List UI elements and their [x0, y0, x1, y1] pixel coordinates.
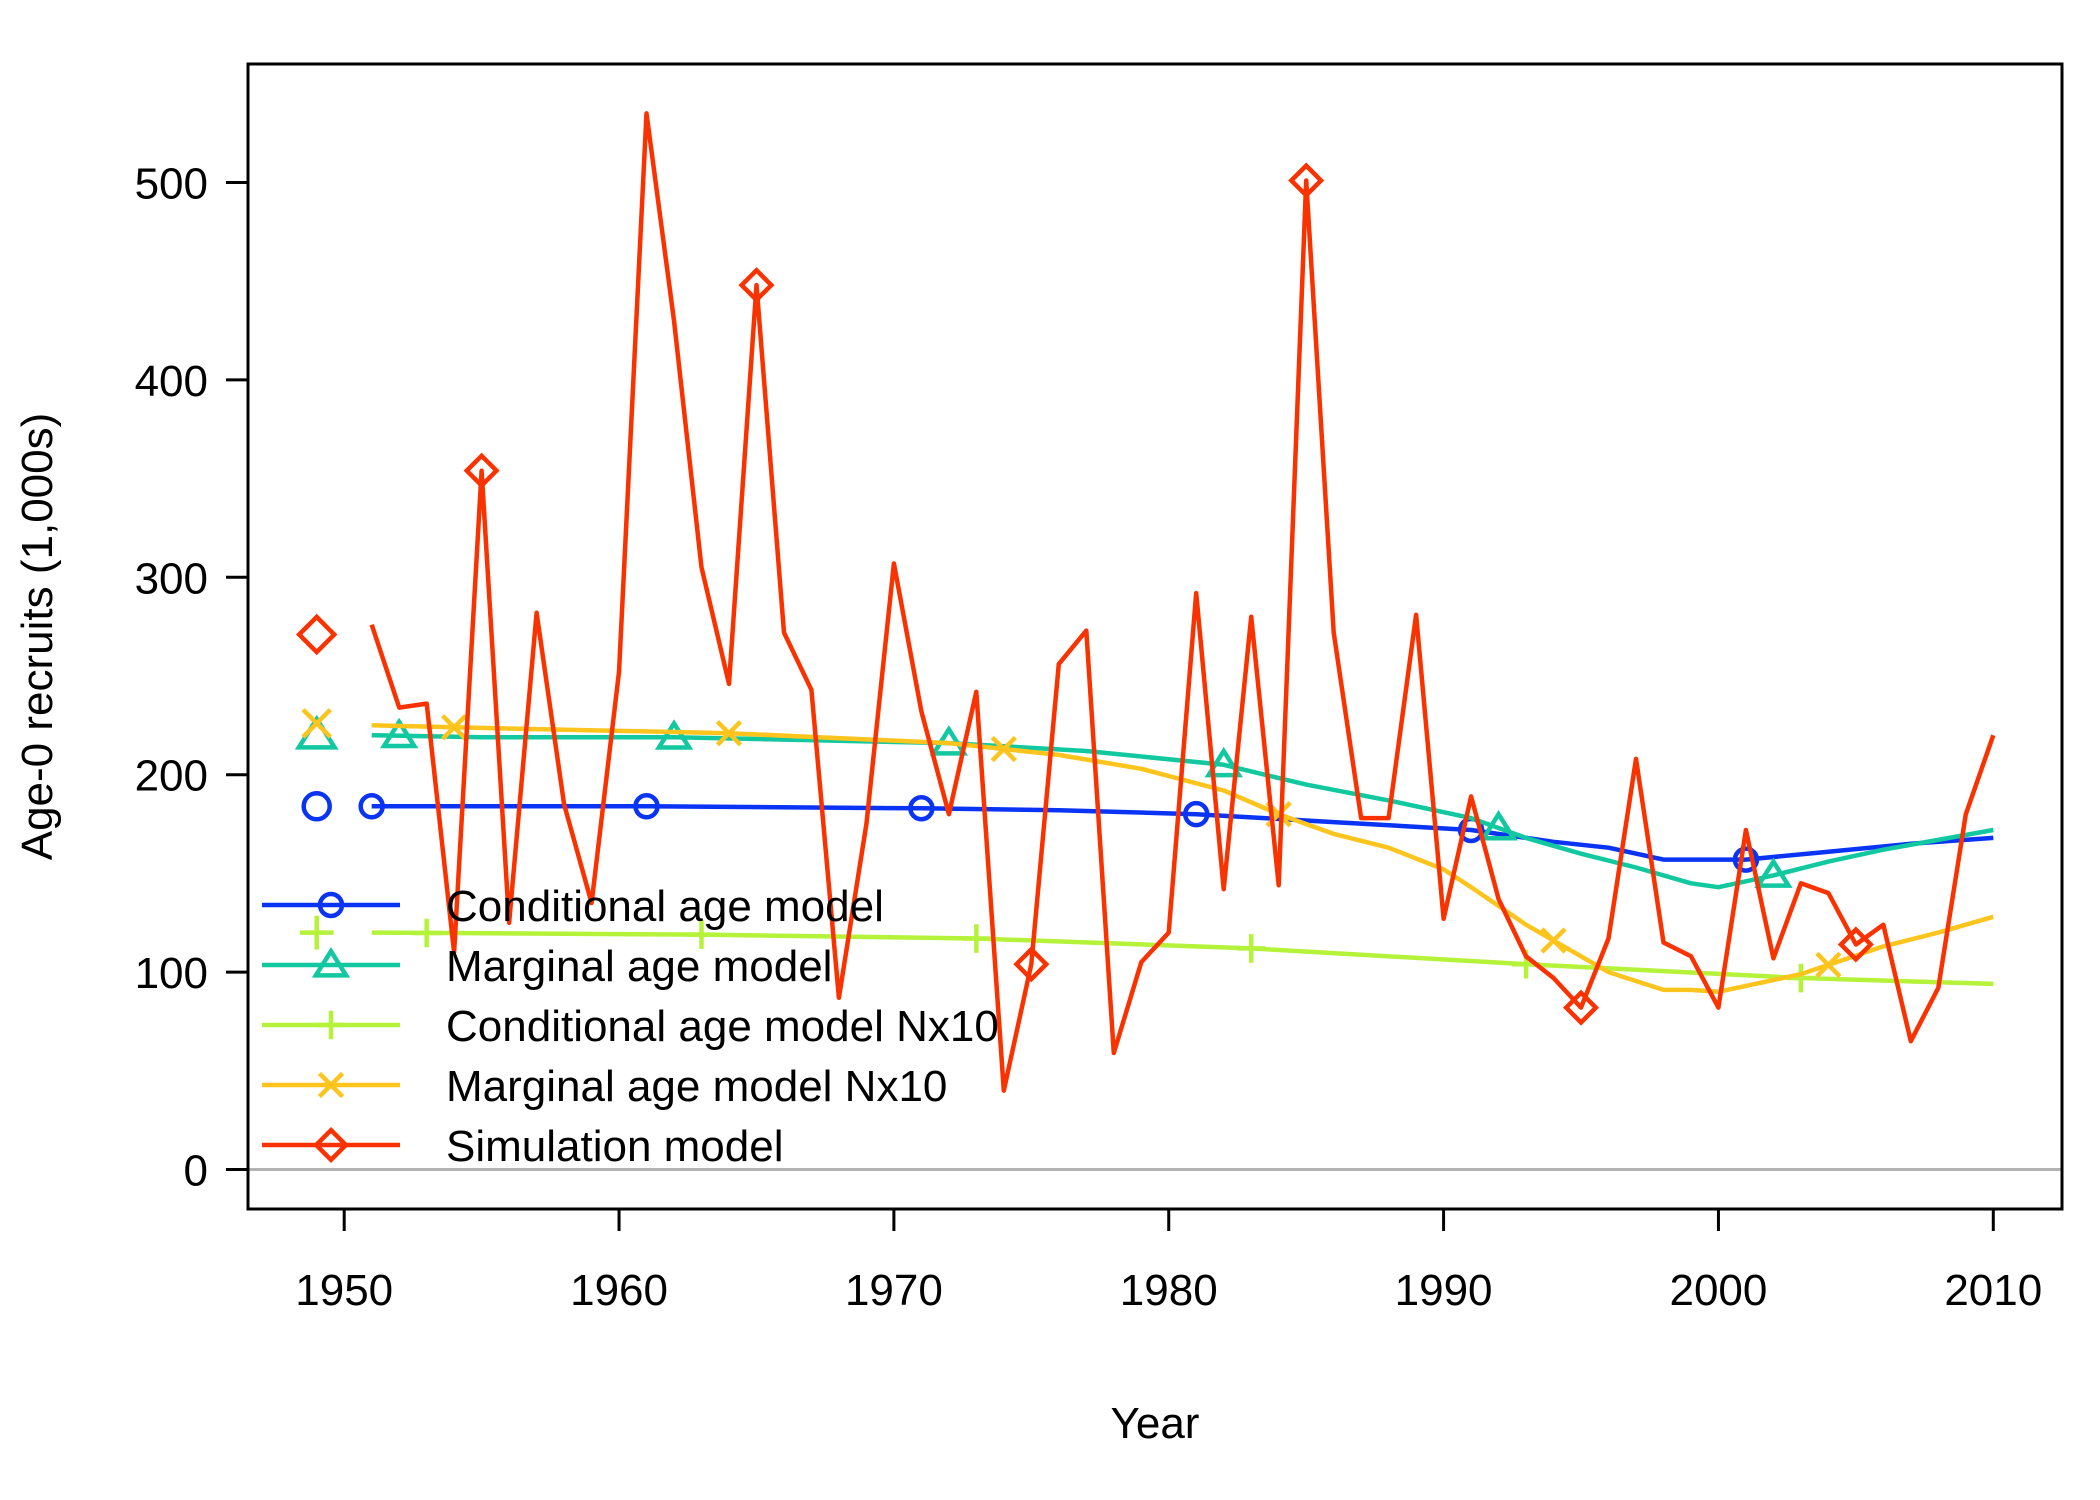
series-point	[715, 720, 743, 747]
y-tick-label: 500	[135, 159, 208, 208]
legend-item: Marginal age model Nx10	[262, 1062, 947, 1111]
legend-item: Simulation model	[262, 1122, 784, 1171]
legend-label: Conditional age model	[446, 882, 884, 931]
series-point	[1732, 846, 1760, 873]
x-axis-title: Year	[1111, 1399, 1200, 1448]
series-point	[1204, 746, 1243, 778]
legend-label: Marginal age model Nx10	[446, 1062, 947, 1111]
series-point	[412, 918, 441, 948]
y-tick-label: 100	[135, 949, 208, 998]
legend-label: Conditional age model Nx10	[446, 1002, 999, 1051]
series-point	[463, 452, 500, 489]
legend-marker	[312, 1126, 350, 1164]
series-point	[358, 793, 385, 820]
legend-marker	[317, 1071, 345, 1099]
series-point	[1562, 989, 1600, 1026]
series-point	[633, 793, 660, 820]
series-point	[1754, 857, 1793, 888]
y-axis-title: Age-0 recruits (1,000s)	[13, 413, 62, 861]
legend-marker	[316, 1010, 346, 1040]
x-tick-label: 1960	[570, 1266, 668, 1315]
x-axis: 1950 1960 1970 1980 1990 2000 2010	[295, 1207, 2042, 1315]
series-point	[1540, 927, 1567, 954]
series-line	[369, 111, 1996, 1093]
series-4	[295, 111, 1996, 1093]
series-point	[1288, 162, 1325, 199]
x-tick-label: 2010	[1944, 1266, 2042, 1315]
x-tick-label: 1950	[295, 1266, 393, 1315]
legend-label: Marginal age model	[446, 942, 832, 991]
series-layer	[294, 111, 1996, 1093]
y-tick-label: 400	[135, 357, 208, 406]
series-point	[962, 924, 991, 953]
series-point	[1236, 934, 1266, 963]
series-point	[379, 717, 419, 749]
y-axis: 0 100 200 300 400 500	[135, 159, 250, 1196]
legend-item: Conditional age model Nx10	[262, 1002, 999, 1051]
y-tick-label: 0	[184, 1147, 208, 1196]
series-start-point	[299, 915, 334, 950]
legend-label: Simulation model	[446, 1122, 784, 1171]
series-point	[1837, 926, 1874, 963]
series-point	[1479, 810, 1518, 841]
series-point	[440, 714, 468, 741]
series-point	[654, 719, 694, 750]
series-point	[990, 735, 1017, 763]
series-point	[1815, 951, 1842, 979]
series-point	[908, 795, 935, 822]
series-point	[738, 267, 775, 304]
series-start-point	[301, 708, 332, 739]
legend-item: Conditional age model	[262, 882, 884, 931]
x-tick-label: 2000	[1669, 1266, 1767, 1315]
series-point	[1013, 946, 1050, 983]
series-start-point	[295, 613, 338, 656]
y-tick-label: 200	[135, 752, 208, 801]
x-tick-label: 1990	[1395, 1266, 1493, 1315]
series-point	[687, 920, 716, 949]
legend-marker	[311, 947, 351, 978]
x-tick-label: 1970	[845, 1266, 943, 1315]
y-tick-label: 300	[135, 554, 208, 603]
series-start-point	[301, 791, 332, 822]
legend: Conditional age model Marginal age model C…	[262, 882, 999, 1171]
x-tick-label: 1980	[1120, 1266, 1218, 1315]
series-point	[1182, 800, 1210, 828]
legend-item: Marginal age model	[262, 942, 832, 991]
series-3	[301, 708, 1994, 995]
legend-marker	[317, 891, 345, 919]
